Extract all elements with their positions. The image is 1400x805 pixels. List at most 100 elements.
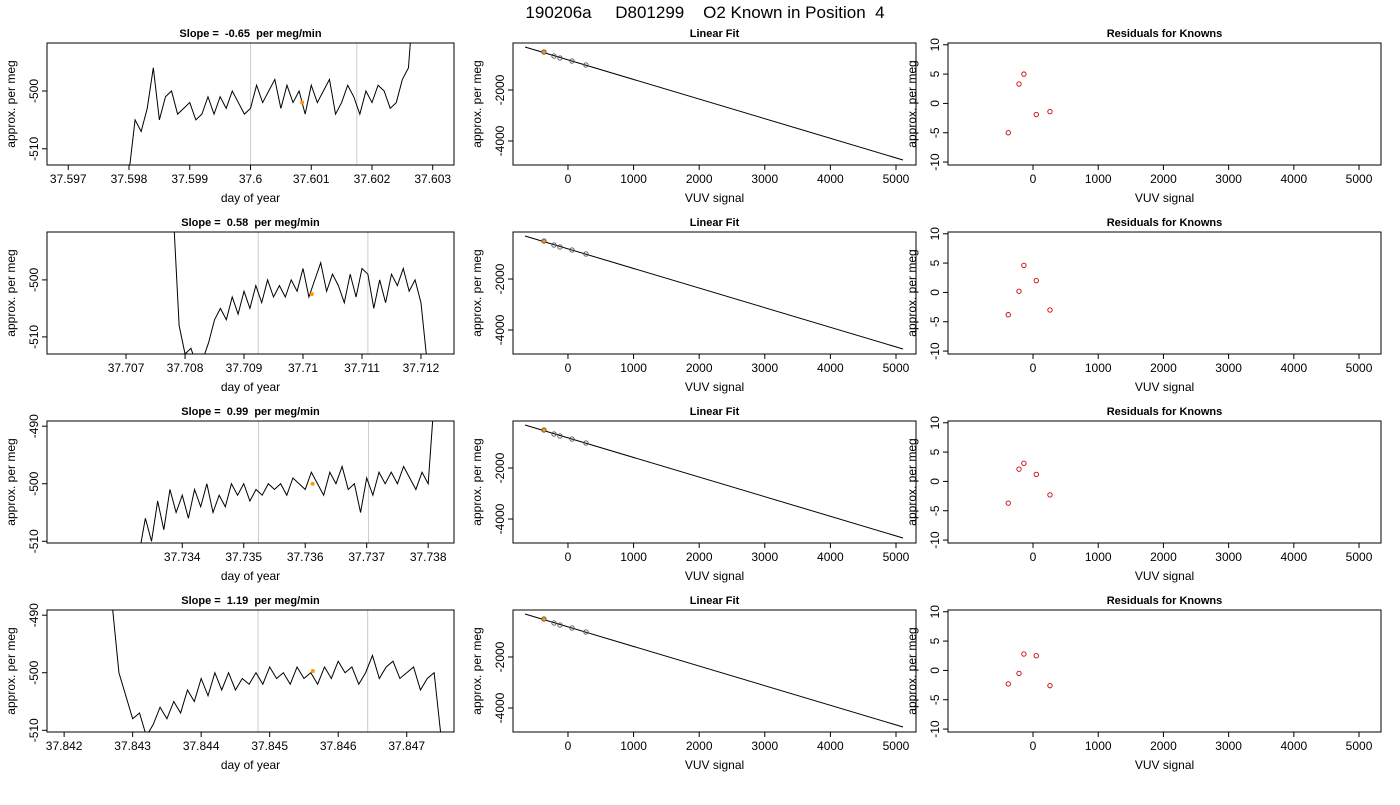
plot-frame (512, 420, 917, 544)
panel: Linear Fit VUV signal approx. per meg 0 1000… (470, 406, 917, 583)
point (1005, 130, 1011, 136)
y-axis-label: approx. per meg (4, 627, 18, 714)
x-tick-label: 1000 (1085, 739, 1112, 753)
plot-area (1005, 651, 1053, 689)
data-line (140, 421, 434, 543)
point (583, 62, 589, 68)
x-tick-label: 37.712 (403, 361, 440, 375)
y-axis-label: approx. per meg (4, 60, 18, 147)
x-axis-label: VUV signal (1135, 758, 1194, 772)
x-tick-label: 0 (1030, 172, 1037, 186)
panel: Slope = 1.19 per meg/min day of year appro… (4, 595, 455, 772)
point (1016, 466, 1022, 472)
x-tick-label: 37.711 (344, 361, 380, 375)
y-tick-label: 5 (928, 70, 942, 77)
x-tick-label: 0 (565, 361, 572, 375)
x-tick-label: 1000 (620, 739, 647, 753)
x-tick-label: 0 (565, 550, 572, 564)
x-tick-label: 0 (565, 172, 572, 186)
point (1033, 471, 1039, 478)
plot-frame (46, 231, 455, 355)
panel-title: Linear Fit (690, 595, 740, 607)
point (1016, 670, 1022, 676)
x-tick-label: 1000 (620, 172, 647, 186)
x-tick-label: 37.601 (293, 172, 330, 186)
fit-line (524, 235, 904, 350)
x-tick-label: 37.844 (183, 739, 220, 753)
x-tick-label: 4000 (1280, 550, 1307, 564)
y-tick-label: 5 (928, 448, 942, 455)
y-axis-label: approx. per meg (905, 60, 919, 147)
point (1016, 81, 1022, 87)
panel: Slope = -0.65 per meg/min day of year appr… (4, 28, 455, 205)
point (1021, 262, 1027, 269)
panel: Residuals for Knowns VUV signal approx. pe… (905, 28, 1382, 205)
y-tick-label: -4000 (493, 314, 507, 345)
x-tick-label: 3000 (751, 739, 778, 753)
y-tick-label: -4000 (493, 125, 507, 156)
y-tick-label: -10 (928, 531, 942, 549)
x-tick-label: 1000 (1085, 550, 1112, 564)
point (569, 436, 575, 442)
x-tick-label: 5000 (883, 361, 910, 375)
y-tick-label: -500 (27, 79, 41, 103)
x-tick-label: 5000 (883, 550, 910, 564)
point (569, 58, 575, 64)
data-line (112, 610, 442, 732)
x-tick-label: 3000 (1215, 172, 1242, 186)
y-tick-label: -490 (27, 414, 41, 438)
plot-area (173, 232, 427, 354)
x-tick-label: 0 (1030, 550, 1037, 564)
y-tick-label: -2000 (493, 74, 507, 105)
panel: Linear Fit VUV signal approx. per meg 0 1000… (470, 217, 917, 394)
x-tick-label: 4000 (1280, 172, 1307, 186)
panel: Linear Fit VUV signal approx. per meg 0 1000… (470, 595, 917, 772)
highlight-point (309, 292, 314, 297)
point (551, 431, 557, 437)
plot-area (112, 610, 442, 732)
point (541, 238, 547, 244)
y-axis-label: approx. per meg (470, 627, 484, 714)
x-tick-label: 5000 (1346, 739, 1373, 753)
x-tick-label: 37.737 (348, 550, 385, 564)
highlight-point (541, 49, 547, 55)
plot-area (524, 424, 904, 539)
panel-title: Linear Fit (690, 217, 740, 229)
y-tick-label: -490 (27, 603, 41, 627)
x-tick-label: 3000 (1215, 361, 1242, 375)
plot-frame (46, 420, 455, 544)
plot-area (1005, 71, 1053, 136)
highlight-point (541, 616, 547, 622)
x-tick-label: 1000 (620, 361, 647, 375)
x-tick-label: 3000 (751, 361, 778, 375)
x-tick-label: 3000 (751, 172, 778, 186)
x-tick-label: 4000 (817, 172, 844, 186)
y-axis-label: approx. per meg (4, 438, 18, 525)
point (1033, 111, 1039, 118)
x-tick-label: 37.603 (414, 172, 451, 186)
y-tick-label: -510 (27, 529, 41, 553)
point (541, 49, 547, 55)
x-axis-label: VUV signal (1135, 569, 1194, 583)
plot-frame (512, 42, 917, 166)
plot-area (140, 421, 434, 543)
x-tick-label: 4000 (1280, 361, 1307, 375)
plot-frame (947, 420, 1382, 544)
y-tick-label: -2000 (493, 452, 507, 483)
y-tick-label: -510 (27, 325, 41, 349)
panel: Residuals for Knowns VUV signal approx. pe… (905, 595, 1382, 772)
y-tick-label: 0 (928, 100, 942, 107)
plot-area (1005, 460, 1053, 506)
x-tick-label: 2000 (1150, 361, 1177, 375)
panel-title: Residuals for Knowns (1107, 406, 1223, 418)
point (541, 616, 547, 622)
x-axis-label: day of year (221, 569, 280, 583)
x-tick-label: 37.597 (50, 172, 87, 186)
panel-title: Residuals for Knowns (1107, 595, 1223, 607)
x-tick-label: 1000 (620, 550, 647, 564)
panel: Slope = 0.99 per meg/min day of year appro… (4, 406, 455, 583)
point (1021, 460, 1027, 466)
x-tick-label: 37.602 (354, 172, 391, 186)
panel-title: Slope = 1.19 per meg/min (181, 595, 320, 607)
y-tick-label: -5 (928, 694, 942, 705)
